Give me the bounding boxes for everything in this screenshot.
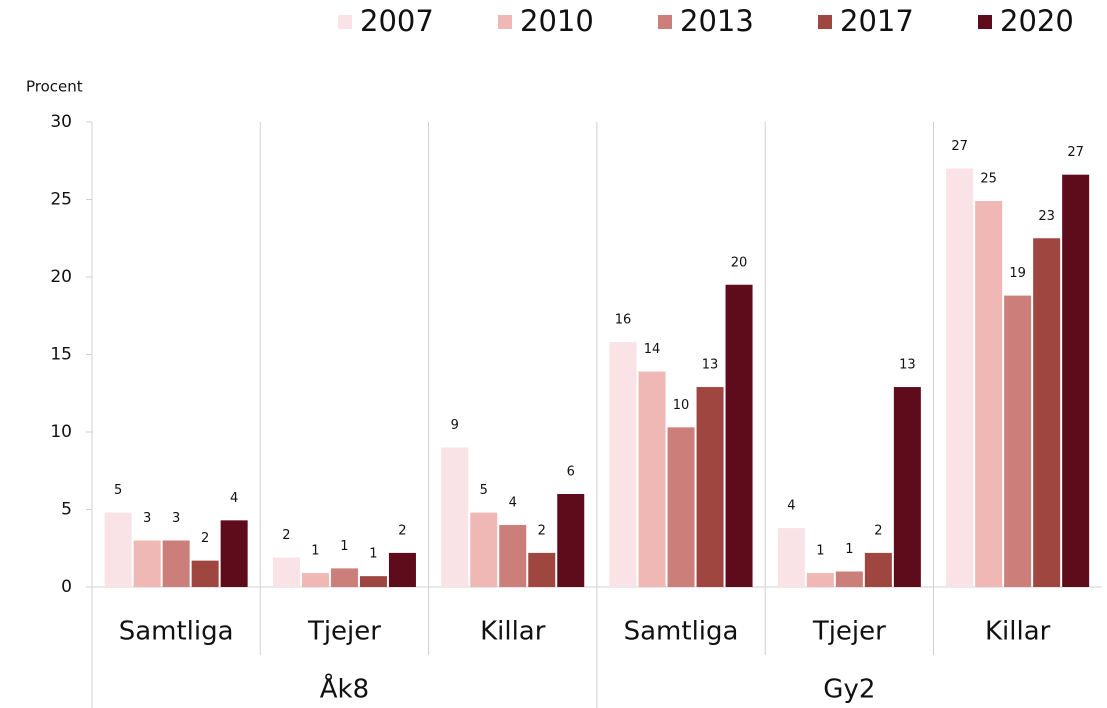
- data-label: 2: [874, 523, 882, 538]
- data-label: 2: [282, 528, 290, 543]
- y-tick-label: 10: [50, 422, 72, 442]
- data-label: 3: [143, 511, 151, 526]
- y-tick-label: 30: [50, 112, 72, 132]
- legend-label: 2020: [1000, 4, 1074, 38]
- bar: [301, 573, 329, 587]
- y-tick-label: 25: [50, 190, 72, 210]
- bar: [667, 427, 695, 587]
- data-label: 23: [1038, 209, 1055, 224]
- data-label: 1: [369, 547, 377, 562]
- legend-swatch: [658, 15, 672, 29]
- bar: [725, 284, 753, 587]
- data-label: 2: [538, 523, 546, 538]
- bar: [1004, 295, 1032, 587]
- bar: [220, 520, 248, 587]
- data-label: 1: [845, 542, 853, 557]
- bar: [777, 528, 805, 587]
- bar: [104, 512, 132, 587]
- bar: [696, 387, 724, 587]
- data-label: 13: [899, 358, 916, 373]
- data-label: 27: [951, 139, 968, 154]
- bar: [946, 168, 974, 587]
- bar: [133, 540, 161, 587]
- y-tick-label: 5: [61, 500, 72, 520]
- data-label: 25: [980, 172, 997, 187]
- bar: [470, 512, 498, 587]
- legend-swatch: [338, 15, 352, 29]
- y-tick-label: 20: [50, 267, 72, 287]
- legend-label: 2013: [680, 4, 754, 38]
- data-label: 4: [787, 499, 795, 514]
- data-label: 19: [1009, 266, 1026, 281]
- bar: [359, 576, 387, 587]
- bar: [638, 371, 666, 587]
- bar: [609, 342, 637, 587]
- legend-label: 2017: [840, 4, 914, 38]
- legend-label: 2010: [520, 4, 594, 38]
- bar: [864, 552, 892, 587]
- legend-swatch: [978, 15, 992, 29]
- data-label: 3: [172, 511, 180, 526]
- x-tick-label: Tjejer: [812, 617, 886, 647]
- bar: [528, 552, 556, 587]
- x-tick-label: Killar: [985, 617, 1051, 647]
- data-label: 10: [673, 398, 690, 413]
- group-label: Gy2: [823, 675, 875, 705]
- group-label: Åk8: [320, 673, 369, 705]
- bar: [191, 560, 219, 587]
- x-tick-label: Tjejer: [307, 617, 381, 647]
- x-tick-label: Samtliga: [624, 617, 739, 647]
- data-label: 5: [114, 483, 122, 498]
- legend-label: 2007: [360, 4, 434, 38]
- bar: [975, 201, 1003, 588]
- data-label: 16: [615, 313, 632, 328]
- data-label: 9: [451, 418, 459, 433]
- data-label: 1: [311, 544, 319, 559]
- data-label: 14: [644, 342, 661, 357]
- bar: [1033, 238, 1061, 587]
- bar: [388, 552, 416, 587]
- data-label: 6: [567, 465, 575, 480]
- legend-swatch: [818, 15, 832, 29]
- data-label: 4: [509, 496, 517, 511]
- y-tick-label: 0: [61, 577, 72, 597]
- data-label: 20: [731, 255, 748, 270]
- bar: [557, 494, 585, 587]
- x-tick-label: Samtliga: [119, 617, 234, 647]
- data-label: 27: [1067, 145, 1084, 160]
- data-label: 1: [340, 539, 348, 554]
- bar: [835, 571, 863, 587]
- bar: [330, 568, 358, 587]
- data-label: 2: [201, 531, 209, 546]
- data-label: 13: [702, 358, 719, 373]
- y-tick-label: 15: [50, 345, 72, 365]
- data-label: 5: [480, 483, 488, 498]
- legend-swatch: [498, 15, 512, 29]
- data-label: 4: [230, 491, 238, 506]
- bar: [272, 557, 300, 587]
- bar: [806, 573, 834, 587]
- data-label: 2: [398, 523, 406, 538]
- bar: [162, 540, 190, 587]
- bar: [499, 525, 527, 587]
- data-label: 1: [816, 544, 824, 559]
- bar: [893, 387, 921, 587]
- bar: [1062, 174, 1090, 587]
- bar: [441, 447, 469, 587]
- y-axis-label: Procent: [26, 78, 83, 96]
- x-tick-label: Killar: [480, 617, 546, 647]
